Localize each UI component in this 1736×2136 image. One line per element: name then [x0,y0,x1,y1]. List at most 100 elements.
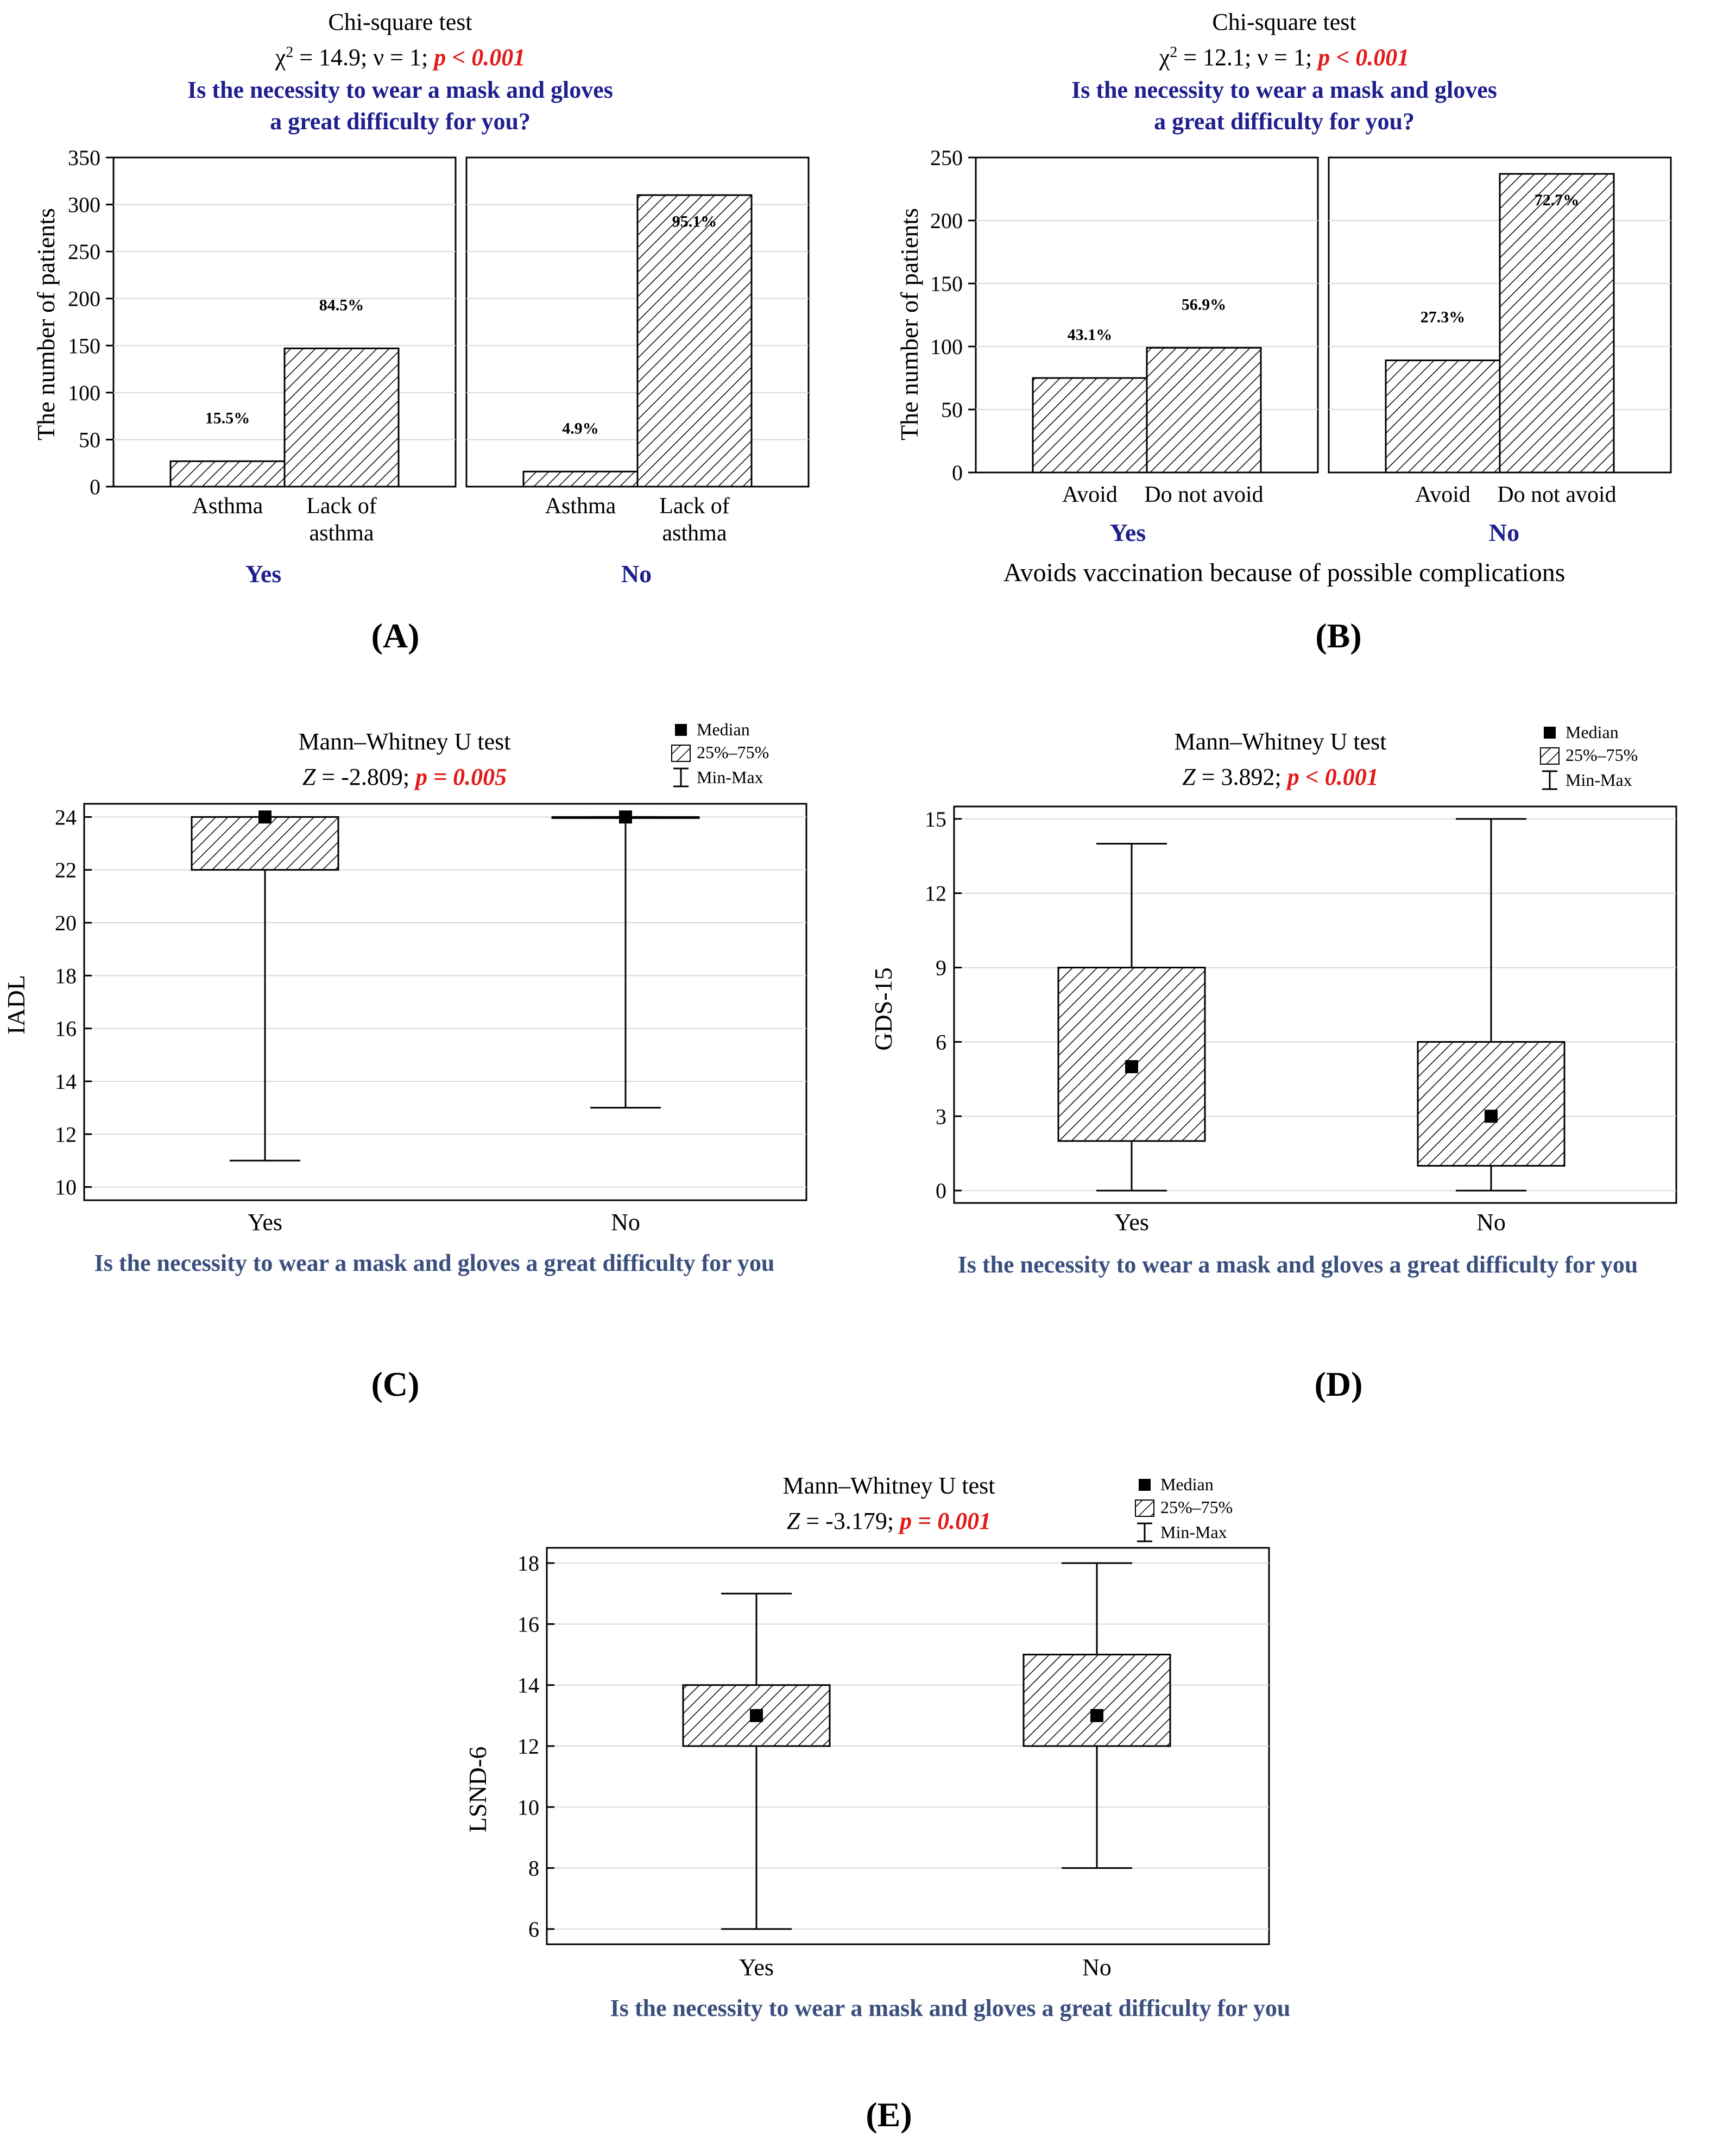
chart-d-z-value: 3.892 [1221,764,1275,790]
chart-d-stat-line: Z = 3.892; p < 0.001 [1182,764,1379,790]
chart-e-legend-range: Min-Max [1160,1522,1227,1542]
chart-b-stat-sep: ; [1245,44,1257,71]
chart-e-stat-line: Z = -3.179; p = 0.001 [787,1508,991,1534]
chart-d-z-symbol: Z [1182,764,1196,790]
e-no-iqr-box [1024,1655,1170,1746]
c-ytick-label-5: 20 [55,911,77,935]
chart-e-xtick-yes: Yes [739,1954,774,1981]
chart-d-equals: = [1196,764,1221,790]
chart-a-pvalue: p < 0.001 [432,44,525,71]
panel-label-e: (E) [866,2095,912,2134]
chart-c-title: Mann–Whitney U test [298,728,510,755]
chart-a-chi-symbol: χ [275,44,286,71]
b-bar-label-yes-1: 43.1% [1068,326,1113,344]
chart-d-xtick-yes: Yes [1114,1209,1149,1236]
a-ytick-label-0: 0 [90,475,100,499]
b-ytick-label-4: 200 [930,209,963,233]
figure: (A) (B) (C) (D) (E) Chi-square test χ2 =… [0,0,1736,2136]
chart-e-xlabel: Is the necessity to wear a mask and glov… [610,1995,1291,2021]
chart-d-legend-median-marker [1544,727,1556,739]
c-ytick-label-4: 18 [55,963,77,988]
a-ytick-label-2: 100 [68,381,100,405]
chart-a-category-yes-2-line2: asthma [310,521,374,546]
chart-d-xlabel: Is the necessity to wear a mask and glov… [958,1251,1638,1278]
chart-d-xtick-no: No [1476,1209,1506,1236]
chart-b: Chi-square test χ2 = 12.1; ν = 1; p < 0.… [895,9,1671,587]
e-ytick-label-0: 6 [528,1917,539,1942]
chart-a-category-yes-2-line1: Lack of [306,494,376,519]
chart-c-sep: ; [403,764,415,790]
chart-e-sep: ; [887,1508,900,1534]
chart-b-category-no-2: Do not avoid [1497,482,1616,507]
chart-e-legend: Median 25%–75% Min-Max [1135,1475,1233,1542]
c-ytick-label-3: 16 [55,1017,77,1041]
chart-e-ylabel: LSND-6 [464,1747,491,1832]
e-ytick-label-2: 10 [517,1795,539,1819]
chart-c-legend-median: Median [697,720,750,739]
chart-a-question-line2: a great difficulty for you? [270,108,531,135]
a-ytick-label-6: 300 [68,193,100,217]
a-bar-no-1 [523,471,637,487]
chart-d-legend-iqr: 25%–75% [1565,745,1638,765]
chart-d-legend-range: Min-Max [1565,770,1632,790]
d-no-iqr-box [1418,1042,1564,1165]
c-ytick-label-2: 14 [55,1069,77,1094]
b-ytick-label-1: 50 [941,398,963,422]
chart-e-z-symbol: Z [787,1508,800,1534]
chart-e-legend-range-symbol [1137,1523,1152,1541]
panel-label-a: (A) [371,616,420,655]
d-ytick-label-0: 0 [936,1179,946,1203]
chart-b-group-no: No [1489,519,1519,546]
chart-a-category-no-1: Asthma [545,494,616,519]
chart-b-ylabel: The number of patients [895,208,923,440]
chart-a-question-line1: Is the necessity to wear a mask and glov… [187,77,613,103]
d-yes-median-marker [1125,1060,1138,1073]
b-ytick-label-2: 100 [930,335,963,359]
chart-a-yticks: 0 50 100 150 200 250 300 350 [68,146,113,499]
d-no-median-marker [1485,1110,1498,1123]
chart-e-legend-median-marker [1139,1479,1151,1491]
chart-e-title: Mann–Whitney U test [782,1472,995,1499]
panel-label-d: (D) [1315,1365,1363,1403]
chart-c-xtick-yes: Yes [248,1209,282,1236]
chart-a-gap [428,44,434,71]
chart-b-group-yes: Yes [1110,519,1146,546]
chart-b-df: ν = 1; [1257,44,1312,71]
chart-d-sep: ; [1275,764,1287,790]
chart-e-xtick-no: No [1082,1954,1112,1981]
e-ytick-label-6: 18 [517,1551,539,1576]
a-bar-no-2 [637,195,752,487]
b-bar-label-no-1: 27.3% [1421,308,1466,326]
chart-a-group-yes: Yes [245,560,281,588]
chart-d-ylabel: GDS-15 [869,967,897,1050]
b-bar-yes-2 [1147,348,1261,472]
b-ytick-label-3: 150 [930,272,963,296]
chart-b-category-yes-1: Avoid [1062,482,1118,507]
chart-a-chi-exponent: 2 [286,44,293,61]
chart-c-legend-median-marker [675,724,687,736]
chart-b-question-line2: a great difficulty for you? [1154,108,1415,135]
d-ytick-label-1: 3 [936,1104,946,1129]
e-ytick-label-1: 8 [528,1856,539,1881]
a-bar-yes-1 [171,461,285,487]
chart-b-category-no-1: Avoid [1415,482,1470,507]
c-ytick-label-6: 22 [55,858,77,883]
chart-c-pvalue: p = 0.005 [413,764,507,790]
chart-e-legend-median: Median [1160,1475,1214,1494]
chart-c-ylabel: IADL [2,975,30,1035]
chart-c-legend-iqr-swatch [672,745,690,761]
a-ytick-label-1: 50 [79,427,100,452]
panel-label-b: (B) [1315,616,1361,655]
c-ytick-label-0: 10 [55,1175,77,1200]
b-bar-label-no-2: 72.7% [1535,191,1580,209]
chart-c-stat-line: Z = -2.809; p = 0.005 [302,764,507,790]
c-no-median-marker [619,810,632,823]
d-ytick-label-4: 12 [925,881,946,906]
c-ytick-label-1: 12 [55,1122,77,1146]
chart-b-yticks: 050100150200250 [930,146,976,485]
chart-e-equals: = [800,1508,825,1534]
chart-c: Mann–Whitney U test Z = -2.809; p = 0.00… [2,720,806,1276]
b-bar-yes-1 [1033,378,1147,472]
chart-a-category-no-2-line1: Lack of [659,494,729,519]
chart-b-question-line1: Is the necessity to wear a mask and glov… [1071,77,1497,103]
